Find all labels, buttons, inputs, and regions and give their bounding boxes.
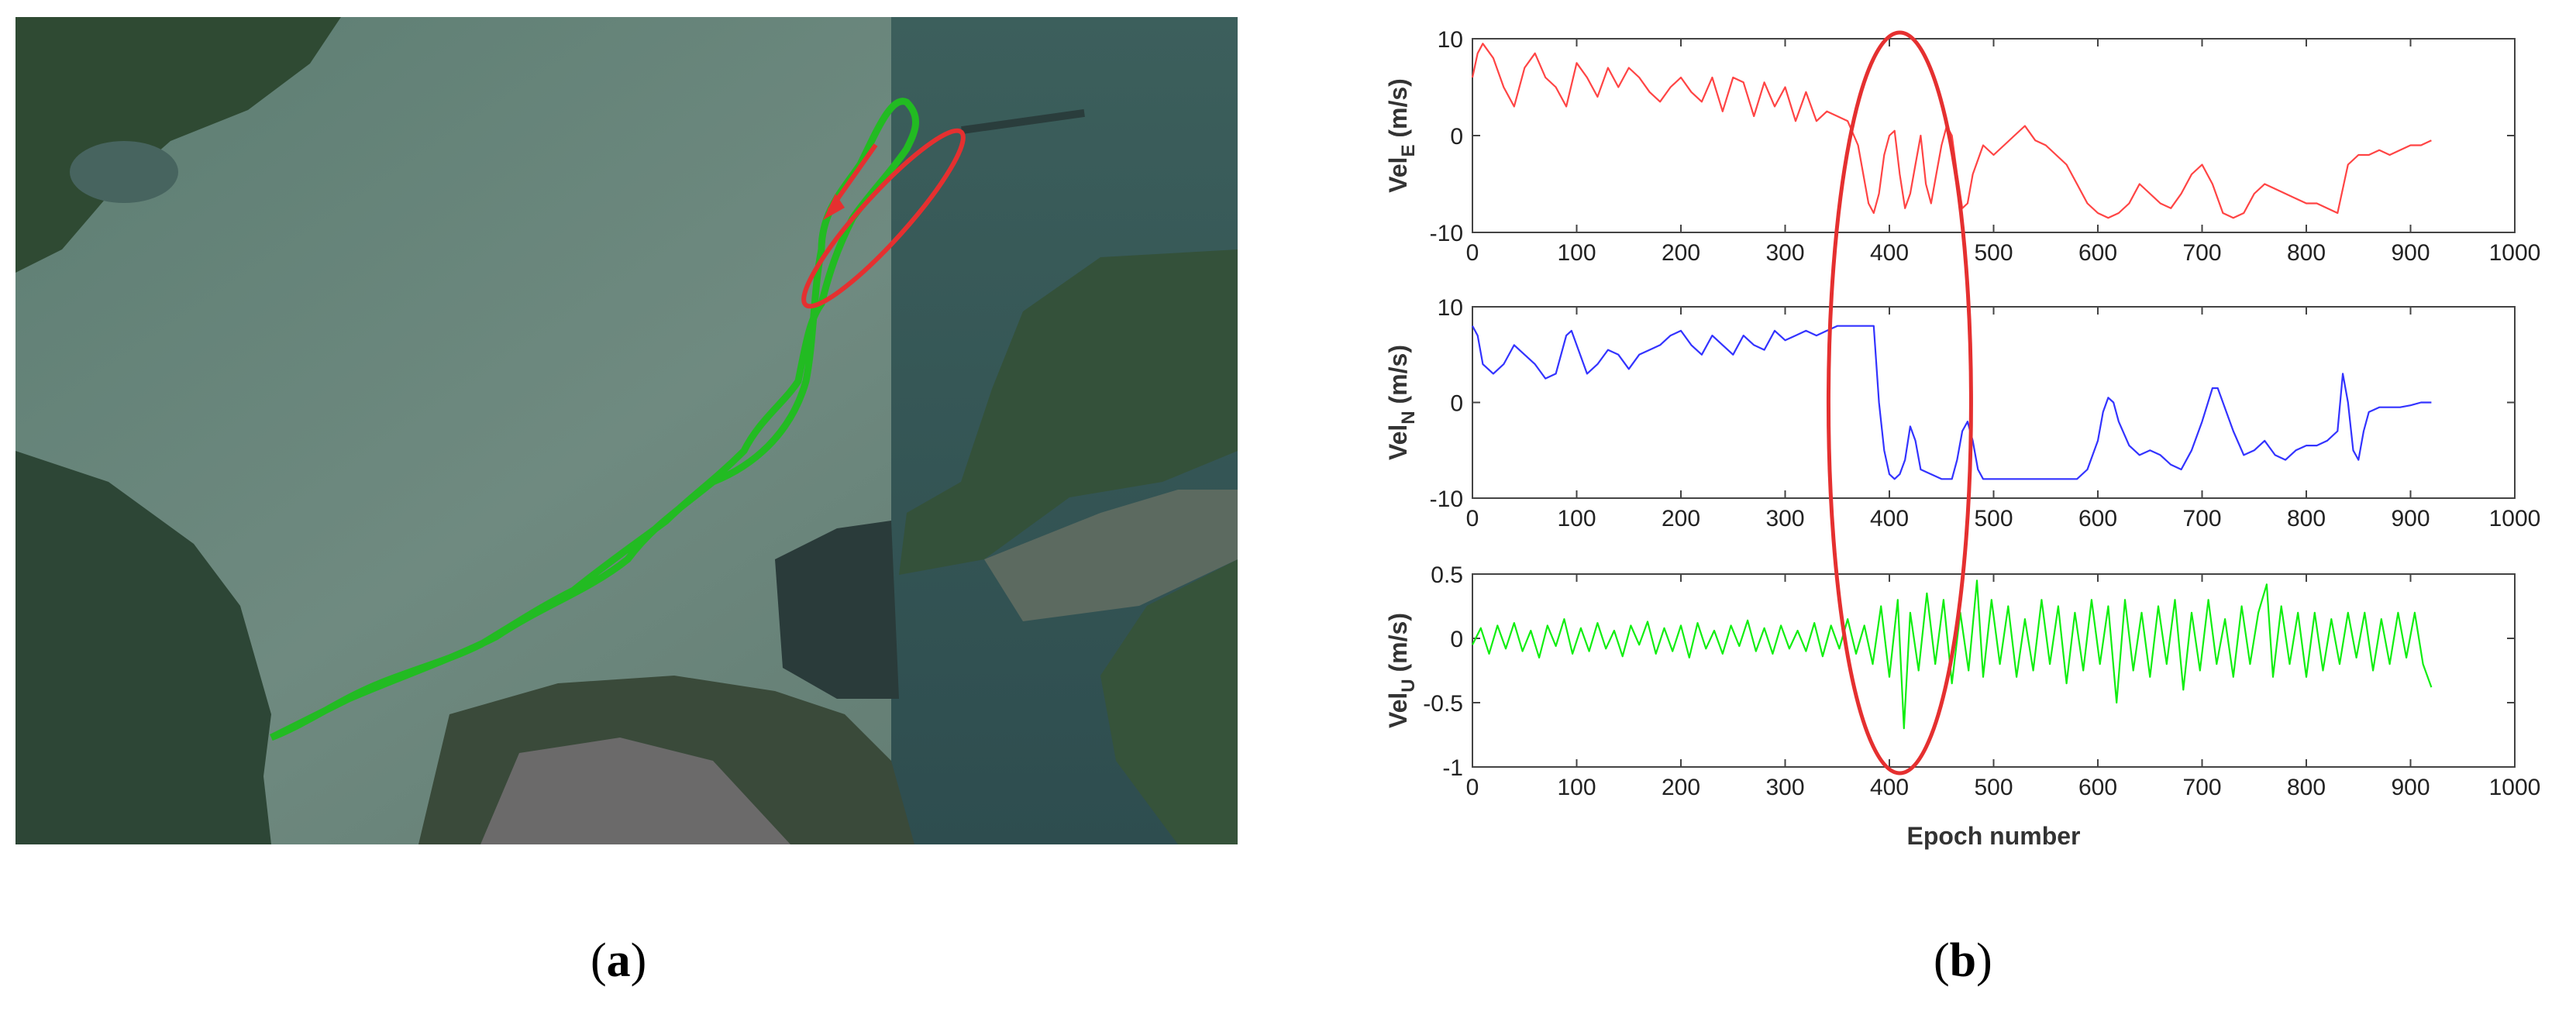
y-axis-label-unit: (m/s) [1384,345,1412,411]
y-axis-label-sub: N [1398,411,1419,424]
x-tick-label: 900 [2391,506,2430,531]
dark-bay [775,521,899,699]
causeway [961,108,1085,135]
pond [70,141,178,203]
x-tick-label: 700 [2182,240,2221,266]
urban-bottom [480,738,790,844]
plot-frame [1472,306,2516,499]
x-tick-label: 200 [1662,506,1700,531]
x-tick-label: 700 [2182,506,2221,531]
y-tick-label: 10 [1438,295,1463,321]
x-tick-label: 100 [1557,240,1596,266]
y-axis-label-main: Vel [1384,693,1412,728]
x-tick-label: 800 [2287,775,2326,800]
y-tick-label: 0 [1450,124,1463,150]
plot-frame [1472,573,2516,768]
panel-e: 0 100 200 300 400 500 600 700 800 900 1000-10010Ve… [1384,27,2540,266]
satellite-map-graphic [15,17,1238,844]
caption-a: (a) [591,934,646,989]
y-axis-label-main: Vel [1384,157,1412,193]
land-bottom-right [1100,559,1238,844]
y-tick-label: -10 [1430,221,1463,246]
satellite-map [15,17,1238,844]
x-tick-label: 500 [1974,506,2013,531]
x-tick-label: 0 [1466,775,1479,800]
x-tick-label: 200 [1662,775,1700,800]
x-tick-label: 500 [1974,775,2013,800]
x-tick-label: 400 [1870,240,1909,266]
caption-a-close: ) [630,934,647,987]
x-tick-label: 800 [2287,506,2326,531]
y-tick-label: -1 [1442,755,1463,781]
y-axis-label-unit: (m/s) [1384,613,1412,679]
x-tick-label: 100 [1557,506,1596,531]
y-tick-label: 0.5 [1431,562,1463,588]
caption-b: (b) [1934,934,1992,989]
caption-b-open: ( [1934,934,1950,987]
y-tick-label: 0 [1450,391,1463,417]
x-tick-label: 400 [1870,506,1909,531]
x-tick-label: 300 [1765,775,1804,800]
x-tick-label: 1000 [2489,775,2541,800]
x-tick-label: 100 [1557,775,1596,800]
urban-right [984,490,1238,621]
velocity-charts: 0 100 200 300 400 500 600 700 800 900 1000-10010Ve… [1384,27,2540,850]
series-line-n [1472,325,2432,480]
highlight-ellipse-chart [1826,30,1973,775]
x-tick-label: 900 [2391,775,2430,800]
caption-a-open: ( [591,934,607,987]
x-tick-label: 700 [2182,775,2221,800]
y-axis-label-sub: U [1398,679,1419,692]
x-tick-label: 0 [1466,240,1479,266]
x-tick-label: 600 [2078,240,2117,266]
series-line-e [1471,43,2432,219]
velocity-chart-panel: 0 100 200 300 400 500 600 700 800 900 1000 -10 0 10 Ve… [1364,15,2573,852]
x-tick-label: 1000 [2489,240,2541,266]
x-tick-label: 600 [2078,506,2117,531]
panel-n: 0 100 200 300 400 500 600 700 800 900 1000-10010Ve… [1384,295,2540,531]
caption-b-letter: b [1949,934,1977,987]
x-tick-label: 900 [2391,240,2430,266]
y-axis-label-unit: (m/s) [1384,78,1412,144]
x-tick-label: 500 [1974,240,2013,266]
y-axis-label: VelN (m/s) [1384,345,1419,460]
land-top-left [15,17,341,273]
land-left [15,451,271,844]
y-axis-label: VelE (m/s) [1384,78,1419,193]
x-tick-label: 800 [2287,240,2326,266]
panel-u: 0 100 200 300 400 500 600 700 800 900 1000 -1 -0.5 0 0… [1384,562,2540,800]
highlight-ellipse-map [801,128,966,309]
y-axis-label-sub: E [1398,145,1419,157]
y-axis-label: VelU (m/s) [1384,613,1419,728]
y-tick-label: -10 [1430,487,1463,512]
x-tick-label: 300 [1765,240,1804,266]
caption-a-letter: a [606,934,631,987]
y-axis-label-main: Vel [1384,425,1412,460]
x-tick-label: 400 [1870,775,1909,800]
series-line-u [1472,579,2433,730]
x-axis-label: Epoch number [1906,822,2080,850]
caption-b-close: ) [1976,934,1992,987]
x-tick-label: 200 [1662,240,1700,266]
x-tick-label: 600 [2078,775,2117,800]
vehicle-trajectory [269,98,920,741]
land-right [899,249,1238,575]
y-tick-label: -0.5 [1423,691,1463,717]
x-tick-label: 300 [1765,506,1804,531]
x-tick-label: 1000 [2489,506,2541,531]
y-tick-label: 0 [1450,627,1463,652]
y-tick-label: 10 [1438,27,1463,53]
x-tick-label: 0 [1466,506,1479,531]
direction-arrow-head [823,194,845,220]
